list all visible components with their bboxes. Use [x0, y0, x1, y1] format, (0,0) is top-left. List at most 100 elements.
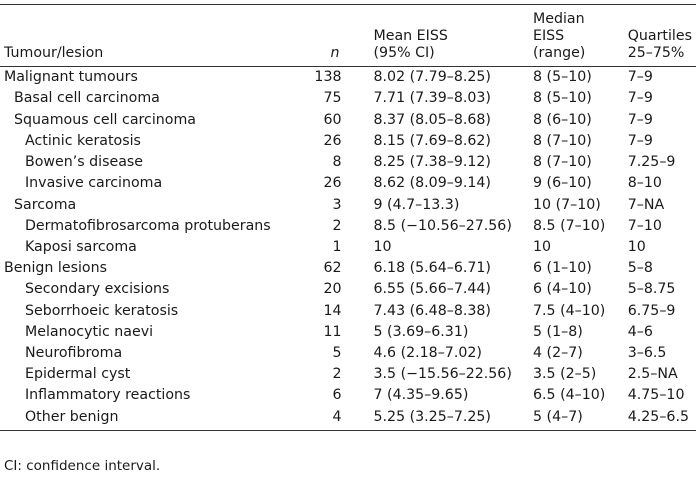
cell-tumour: Bowen’s disease	[25, 154, 144, 171]
cell-tumour: Epidermal cyst	[25, 366, 131, 383]
cell-n: 2	[332, 366, 342, 383]
cell-n: 6	[332, 387, 342, 404]
cell-median: 8.5 (7–10)	[533, 217, 606, 234]
header-n: n	[274, 3, 370, 68]
table-row: Secondary excisions 20 6.55 (5.66–7.44) 6 (…	[0, 279, 696, 300]
cell-mean: 7.43 (6.48–8.38)	[373, 302, 491, 319]
cell-quartiles: 6.75–9	[627, 302, 676, 319]
cell-mean: 8.15 (7.69–8.62)	[373, 132, 491, 149]
cell-tumour: Neurofibroma	[25, 345, 123, 362]
cell-tumour: Kaposi sarcoma	[25, 238, 137, 255]
cell-quartiles: 7.25–9	[627, 154, 676, 171]
cell-n: 20	[323, 281, 342, 298]
table-row: Squamous cell carcinoma 60 8.37 (8.05–8.68…	[0, 110, 696, 131]
cell-quartiles: 3–6.5	[627, 345, 667, 362]
cell-n: 138	[314, 69, 342, 86]
cell-mean: 5 (3.69–6.31)	[373, 323, 469, 340]
cell-quartiles: 7–9	[627, 90, 653, 107]
cell-median: 6 (1–10)	[533, 260, 592, 277]
cell-quartiles: 5–8	[627, 260, 653, 277]
cell-mean: 7 (4.35–9.65)	[373, 387, 469, 404]
cell-quartiles: 10	[627, 238, 646, 255]
cell-tumour: Secondary excisions	[25, 281, 170, 298]
header-mean: Mean EISS (95% CI)	[369, 3, 530, 68]
cell-tumour: Benign lesions	[4, 260, 107, 277]
table-row: Actinic keratosis 26 8.15 (7.69–8.62) 8 (7–…	[0, 131, 696, 152]
cell-n: 8	[332, 154, 342, 171]
cell-median: 8 (6–10)	[533, 111, 592, 128]
table-header: Tumour/lesion n Mean EISS (95% CI) Median…	[0, 3, 696, 68]
cell-n: 62	[323, 260, 342, 277]
cell-tumour: Melanocytic naevi	[25, 323, 154, 340]
cell-mean: 3.5 (−15.56–22.56)	[373, 366, 512, 383]
header-median: Median EISS (range)	[529, 3, 624, 68]
cell-quartiles: 7–NA	[627, 196, 665, 213]
cell-tumour: Other benign	[0, 406, 275, 431]
cell-tumour: Squamous cell carcinoma	[14, 111, 196, 128]
cell-quartiles: 7–10	[627, 217, 662, 234]
table-row: Neurofibroma 5 4.6 (2.18–7.02) 4 (2–7) 3–6.5	[0, 343, 696, 364]
cell-mean: 8.02 (7.79–8.25)	[373, 69, 491, 86]
cell-mean: 8.37 (8.05–8.68)	[373, 111, 491, 128]
table-row: Dermatofibrosarcoma protuberans 2 8.5 (−10…	[0, 216, 696, 237]
header-tumour: Tumour/lesion	[0, 3, 275, 68]
cell-median: 7.5 (4–10)	[533, 302, 606, 319]
cell-tumour: Dermatofibrosarcoma protuberans	[25, 217, 271, 234]
header-row: Tumour/lesion n Mean EISS (95% CI) Median…	[0, 3, 696, 68]
cell-median: 10	[533, 238, 552, 255]
table-row: Seborrhoeic keratosis 14 7.43 (6.48–8.38) 7…	[0, 301, 696, 322]
cell-n: 26	[323, 132, 342, 149]
cell-median: 6 (4–10)	[533, 281, 592, 298]
cell-n: 60	[323, 111, 342, 128]
table-row: Sarcoma 3 9 (4.7–13.3) 10 (7–10) 7–NA	[0, 194, 696, 215]
cell-median: 9 (6–10)	[533, 175, 592, 192]
cell-mean: 7.71 (7.39–8.03)	[373, 90, 491, 107]
eiss-table: Tumour/lesion n Mean EISS (95% CI) Median…	[0, 3, 696, 431]
cell-quartiles: 7–9	[627, 111, 653, 128]
cell-median: 8 (7–10)	[533, 154, 592, 171]
cell-tumour: Basal cell carcinoma	[14, 90, 160, 107]
cell-tumour: Invasive carcinoma	[25, 175, 163, 192]
cell-n: 26	[323, 175, 342, 192]
cell-median: 6.5 (4–10)	[533, 387, 606, 404]
table-body: Malignant tumours 138 8.02 (7.79–8.25) 8 (5…	[0, 67, 696, 431]
cell-median: 4 (2–7)	[533, 345, 583, 362]
cell-median: 8 (5–10)	[533, 90, 592, 107]
cell-mean: 10	[373, 238, 392, 255]
table-row: Kaposi sarcoma 1 10 10 10	[0, 237, 696, 258]
table-row: Other benign 4 5.25 (3.25–7.25) 5 (4–7) 4.25…	[0, 406, 696, 431]
cell-n: 11	[323, 323, 342, 340]
cell-median: 8 (7–10)	[533, 132, 592, 149]
cell-n: 2	[332, 217, 342, 234]
cell-median: 8 (5–10)	[533, 69, 592, 86]
cell-mean: 8.5 (−10.56–27.56)	[373, 217, 512, 234]
table-row: Benign lesions 62 6.18 (5.64–6.71) 6 (1–10)…	[0, 258, 696, 279]
cell-quartiles: 5–8.75	[627, 281, 676, 298]
cell-quartiles: 8–10	[627, 175, 662, 192]
cell-tumour: Seborrhoeic keratosis	[25, 302, 179, 319]
footnote: CI: confidence interval.	[4, 458, 161, 474]
cell-mean: 8.25 (7.38–9.12)	[373, 154, 491, 171]
cell-mean: 6.55 (5.66–7.44)	[373, 281, 491, 298]
table-row: Basal cell carcinoma 75 7.71 (7.39–8.03) 8 …	[0, 88, 696, 109]
cell-n: 14	[323, 302, 342, 319]
cell-median: 3.5 (2–5)	[533, 366, 597, 383]
cell-quartiles: 4–6	[627, 323, 653, 340]
cell-n: 3	[332, 196, 342, 213]
cell-n: 1	[332, 238, 342, 255]
cell-n: 5	[332, 345, 342, 362]
cell-tumour: Actinic keratosis	[25, 132, 141, 149]
cell-tumour: Malignant tumours	[4, 69, 138, 86]
cell-mean: 9 (4.7–13.3)	[373, 196, 460, 213]
cell-median: 10 (7–10)	[533, 196, 601, 213]
table-row: Melanocytic naevi 11 5 (3.69–6.31) 5 (1–8) 4…	[0, 322, 696, 343]
table-row: Invasive carcinoma 26 8.62 (8.09–9.14) 9 (6…	[0, 173, 696, 194]
cell-median: 5 (1–8)	[533, 323, 583, 340]
cell-quartiles: 7–9	[627, 132, 653, 149]
cell-mean: 8.62 (8.09–9.14)	[373, 175, 491, 192]
table-row: Bowen’s disease 8 8.25 (7.38–9.12) 8 (7–10)…	[0, 152, 696, 173]
cell-quartiles: 4.25–6.5	[623, 406, 696, 431]
cell-quartiles: 4.75–10	[627, 387, 685, 404]
table-row: Inflammatory reactions 6 7 (4.35–9.65) 6.5 …	[0, 385, 696, 406]
cell-mean: 4.6 (2.18–7.02)	[373, 345, 482, 362]
